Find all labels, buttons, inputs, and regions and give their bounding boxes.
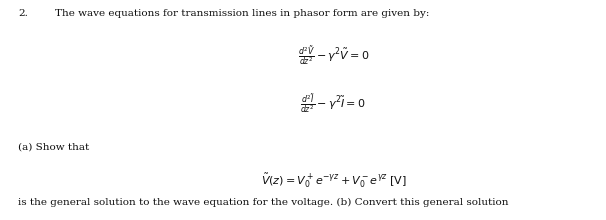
Text: The wave equations for transmission lines in phasor form are given by:: The wave equations for transmission line… [55, 9, 429, 18]
Text: $\frac{d^2\tilde{I}}{dz^2} - \gamma^2\tilde{I} = 0$: $\frac{d^2\tilde{I}}{dz^2} - \gamma^2\ti… [301, 92, 366, 115]
Text: $\frac{d^2\tilde{V}}{dz^2} - \gamma^2\tilde{V} = 0$: $\frac{d^2\tilde{V}}{dz^2} - \gamma^2\ti… [298, 44, 369, 67]
Text: 2.: 2. [18, 9, 28, 18]
Text: $\tilde{V}(z) = V_0^+e^{-\gamma z} + V_0^-e^{\gamma z}\;[\mathrm{V}]$: $\tilde{V}(z) = V_0^+e^{-\gamma z} + V_0… [261, 172, 406, 190]
Text: (a) Show that: (a) Show that [18, 143, 90, 152]
Text: is the general solution to the wave equation for the voltage. (b) Convert this g: is the general solution to the wave equa… [18, 198, 508, 207]
